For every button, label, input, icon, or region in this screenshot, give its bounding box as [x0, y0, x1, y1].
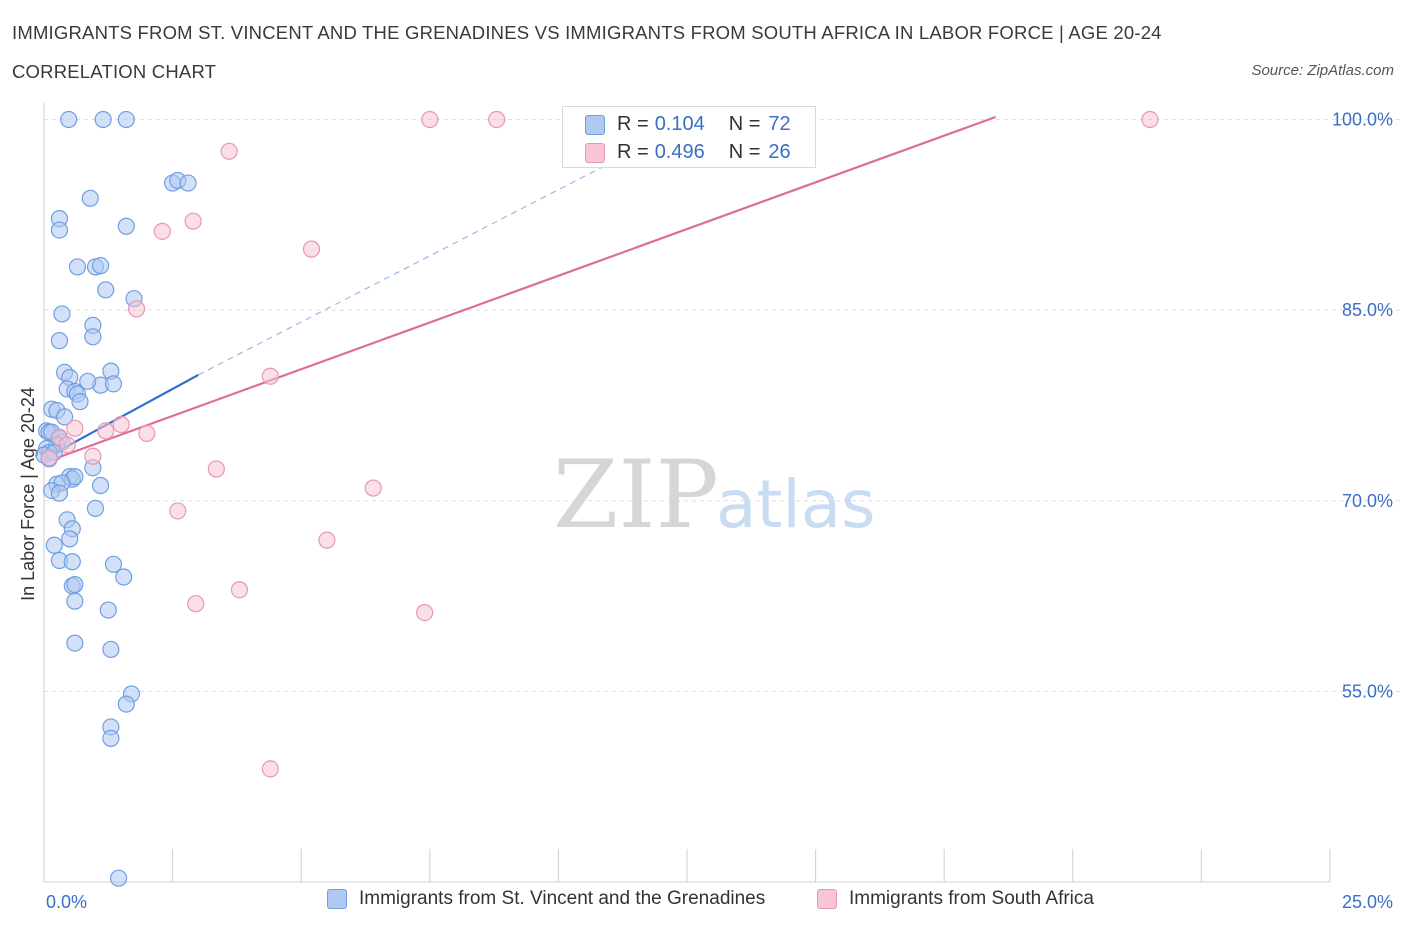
y-axis-label: In Labor Force | Age 20-24	[18, 387, 38, 601]
stats-r-label: R =	[617, 141, 649, 163]
stats-n-label: N =	[728, 113, 761, 135]
data-point-pink	[66, 419, 84, 437]
data-point-blue	[117, 110, 135, 129]
data-point-blue	[117, 217, 135, 235]
data-point-blue	[91, 257, 110, 275]
data-point-blue	[45, 536, 63, 554]
data-point-pink	[364, 479, 382, 497]
data-point-pink	[187, 595, 205, 613]
data-point-blue	[99, 601, 117, 619]
y-tick-label: 85.0%	[1342, 300, 1393, 320]
legend-swatch-blue	[327, 889, 347, 909]
data-point-pink	[421, 110, 439, 129]
data-point-pink	[127, 300, 146, 318]
axes	[43, 103, 1331, 883]
data-point-blue	[50, 221, 69, 239]
data-point-pink	[261, 367, 279, 385]
data-point-pink	[302, 240, 321, 258]
data-point-blue	[66, 592, 84, 610]
stats-r-value-pink: 0.496	[654, 141, 705, 163]
data-point-pink	[220, 142, 238, 160]
legend-item-blue[interactable]: Immigrants from St. Vincent and the Gren…	[327, 888, 765, 910]
data-point-blue	[97, 281, 115, 299]
legend-swatch-pink	[817, 889, 837, 909]
stats-r-label: R =	[617, 113, 649, 135]
data-point-pink	[58, 436, 76, 454]
data-point-blue	[53, 305, 71, 323]
data-point-pink	[138, 424, 156, 443]
source-credit: Source: ZipAtlas.com	[1251, 62, 1394, 79]
stats-n-value-blue: 72	[768, 113, 791, 135]
data-point-blue	[115, 568, 133, 586]
data-point-blue	[50, 332, 69, 350]
data-point-pink	[112, 415, 130, 434]
data-point-pink	[261, 760, 279, 778]
stats-r-value-blue: 0.104	[654, 113, 705, 135]
watermark-zip: ZIP	[553, 441, 719, 550]
stats-swatch-blue	[585, 114, 605, 135]
legend: Immigrants from St. Vincent and the Gren…	[0, 888, 1406, 918]
data-point-blue	[50, 484, 69, 502]
trend-line-pink	[43, 115, 997, 464]
stats-swatch-pink	[585, 142, 605, 163]
data-point-blue	[109, 869, 128, 887]
data-point-pink	[169, 502, 187, 520]
series-blue-points	[35, 110, 197, 887]
data-point-blue	[66, 634, 84, 652]
watermark-atlas: atlas	[716, 466, 876, 543]
data-point-blue	[91, 476, 110, 495]
data-point-blue	[60, 110, 78, 129]
data-point-pink	[97, 422, 115, 440]
data-point-blue	[68, 258, 87, 276]
data-point-blue	[71, 393, 89, 411]
data-point-blue	[81, 189, 99, 207]
stats-row-blue: R = 0.104 N = 72	[585, 113, 791, 136]
data-point-blue	[55, 408, 74, 426]
data-point-blue	[79, 372, 97, 390]
data-point-pink	[40, 448, 58, 467]
data-point-pink	[207, 460, 225, 478]
data-point-blue	[102, 640, 120, 659]
legend-label-pink: Immigrants from South Africa	[849, 888, 1094, 909]
y-tick-label: 70.0%	[1342, 491, 1393, 511]
data-point-pink	[153, 222, 171, 240]
data-point-blue	[104, 555, 123, 573]
data-point-pink	[230, 581, 249, 599]
gridlines	[44, 119, 1400, 692]
legend-label-blue: Immigrants from St. Vincent and the Gren…	[359, 888, 766, 909]
data-point-blue	[84, 328, 102, 346]
y-tick-label: 55.0%	[1342, 681, 1393, 701]
stats-row-pink: R = 0.496 N = 26	[585, 141, 791, 164]
x-tick-label: 0.0%	[46, 892, 87, 912]
data-point-blue	[179, 174, 197, 192]
stats-n-label: N =	[728, 141, 761, 163]
data-point-blue	[94, 110, 112, 129]
data-point-pink	[488, 110, 506, 129]
data-point-pink	[84, 447, 102, 465]
data-point-blue	[102, 729, 120, 747]
chart-title: IMMIGRANTS FROM ST. VINCENT AND THE GREN…	[12, 22, 1162, 43]
data-point-blue	[63, 553, 81, 571]
data-point-blue	[104, 375, 123, 393]
data-point-pink	[184, 212, 202, 230]
data-point-blue	[86, 499, 105, 517]
data-point-blue	[66, 576, 84, 594]
y-tick-labels: 100.0% 85.0% 70.0% 55.0%	[1332, 110, 1393, 702]
stats-n-value-pink: 26	[768, 141, 791, 163]
x-tick-labels: 0.0% 25.0%	[46, 892, 1393, 912]
data-point-pink	[416, 603, 434, 622]
series-pink-points	[40, 110, 1159, 778]
trend-line-blue-dashed	[198, 149, 636, 376]
legend-item-pink[interactable]: Immigrants from South Africa	[817, 888, 1094, 910]
data-point-blue	[61, 530, 79, 548]
x-tick-label: 25.0%	[1342, 892, 1393, 912]
data-point-blue	[117, 695, 135, 713]
chart-subtitle: CORRELATION CHART	[12, 61, 217, 82]
data-point-pink	[1141, 110, 1159, 129]
data-point-pink	[318, 531, 336, 549]
correlation-stats-box: R = 0.104 N = 72 R = 0.496 N = 26	[562, 106, 816, 168]
y-tick-label: 100.0%	[1332, 110, 1393, 130]
trend-lines	[43, 115, 997, 464]
